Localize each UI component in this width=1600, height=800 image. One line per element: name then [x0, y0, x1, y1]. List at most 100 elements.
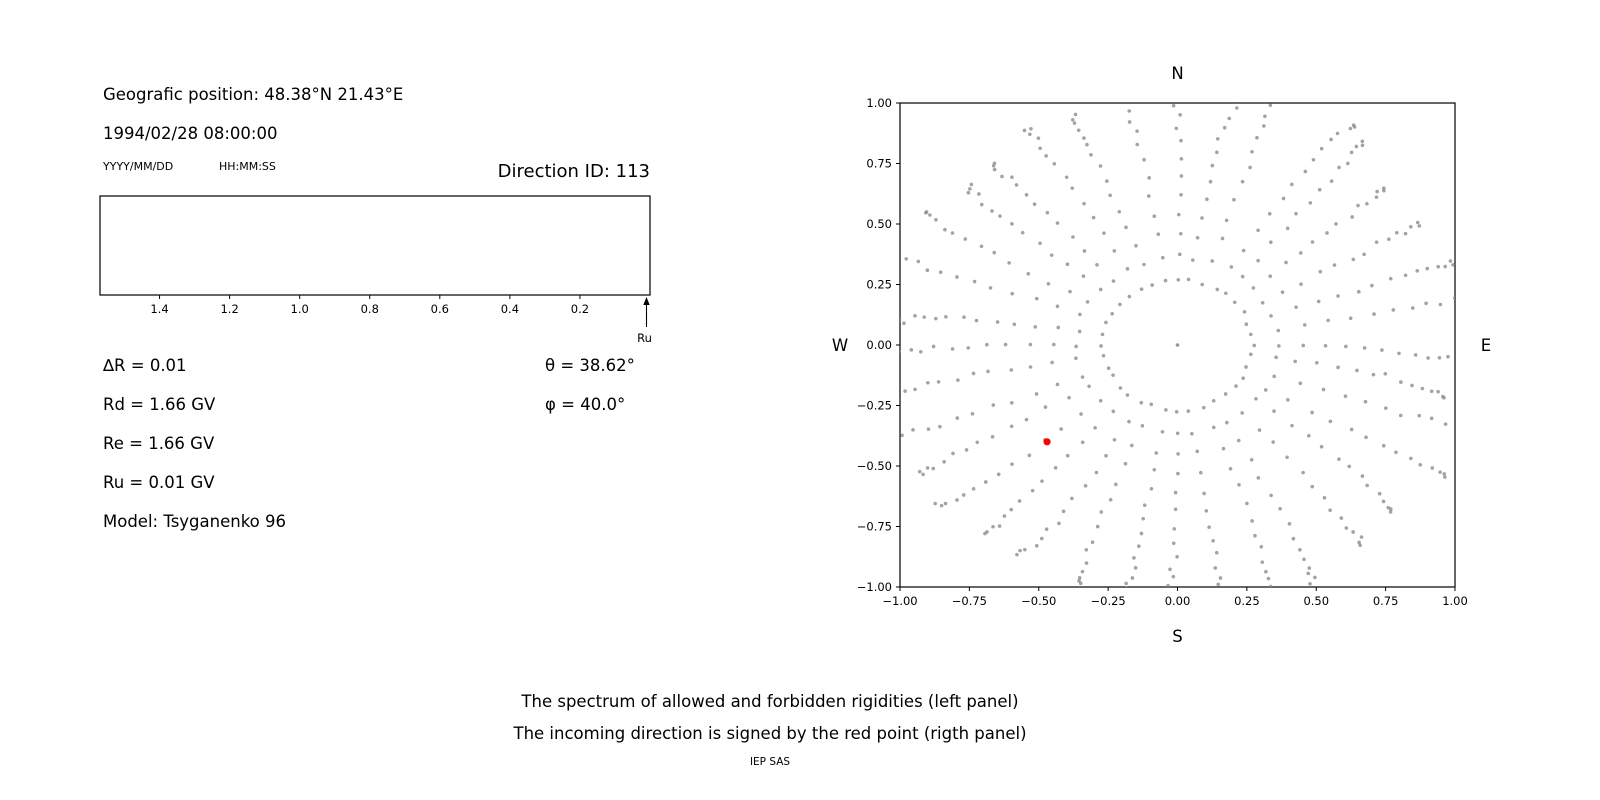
direction-dot [1328, 419, 1333, 424]
rigidity-spectrum-plot: 1.4 1.2 1.0 0.8 0.6 0.4 0.2 Ru [99, 195, 652, 345]
direction-dot [1190, 431, 1194, 436]
phi-label: φ = 40.0° [545, 395, 626, 414]
direction-dot [1065, 262, 1070, 267]
direction-dot [1135, 142, 1140, 147]
direction-dot [1298, 251, 1303, 255]
spectrum-x-tick-label: 1.0 [291, 302, 309, 316]
direction-dot [1299, 282, 1303, 286]
direction-dot [1334, 222, 1338, 226]
direction-dot [1294, 211, 1298, 216]
ru-label: Ru = 0.01 GV [103, 473, 215, 492]
direction-dot [1044, 527, 1049, 531]
direction-dot [1375, 189, 1379, 194]
direction-dot [1269, 493, 1273, 498]
direction-dot [1191, 258, 1195, 262]
direction-dot [900, 433, 904, 438]
direction-dot [1237, 483, 1241, 487]
direction-dot [1384, 406, 1388, 410]
direction-dot [1259, 544, 1264, 549]
direction-dot [1344, 344, 1348, 349]
direction-dot [990, 435, 995, 439]
direction-dot [1175, 554, 1179, 559]
direction-dot [900, 398, 901, 400]
direction-dot [971, 487, 976, 491]
direction-dot [1245, 501, 1249, 506]
direction-dot [1360, 139, 1365, 144]
direction-x-tick-label: 0.75 [1373, 594, 1399, 608]
direction-dot [1070, 117, 1075, 122]
direction-dot [1149, 486, 1154, 491]
direction-dot [1150, 283, 1154, 287]
direction-dot [900, 350, 901, 353]
direction-dot [1430, 466, 1435, 470]
direction-dot [1374, 240, 1379, 244]
spectrum-x-tick-label: 0.4 [501, 302, 519, 316]
direction-dot [1125, 586, 1128, 587]
direction-dot [1251, 286, 1256, 290]
direction-dot [1268, 584, 1273, 587]
direction-dot [1260, 301, 1265, 305]
direction-dot [1349, 427, 1354, 432]
model-label: Model: Tsyganenko 96 [103, 512, 287, 531]
direction-dot [918, 350, 923, 354]
direction-dot [1249, 352, 1253, 357]
direction-x-tick-label: −0.75 [952, 594, 987, 608]
direction-dot [1461, 361, 1465, 365]
direction-dot [1337, 457, 1341, 461]
direction-dot [1080, 375, 1085, 379]
direction-dot [1195, 449, 1200, 454]
direction-dot [1234, 384, 1238, 388]
direction-dot [1413, 353, 1418, 357]
direction-dot [1003, 342, 1008, 347]
direction-dot [1253, 533, 1257, 538]
direction-dot [963, 237, 968, 241]
direction-dot [1090, 540, 1095, 544]
direction-dot [962, 315, 966, 319]
direction-dot [1034, 296, 1039, 301]
direction-dot [1425, 266, 1430, 271]
caption-line1: The spectrum of allowed and forbidden ri… [521, 692, 1019, 711]
direction-dot [1108, 497, 1113, 502]
direction-dot [1106, 366, 1111, 370]
direction-dot [1127, 419, 1131, 424]
direction-dot [1164, 408, 1168, 412]
direction-dot [1287, 522, 1292, 526]
compass-north-label: N [1171, 64, 1183, 83]
direction-dot [925, 268, 930, 272]
direction-dot [1298, 548, 1302, 552]
direction-dot [977, 192, 981, 196]
direction-dot [1028, 132, 1032, 137]
direction-dot [1094, 470, 1099, 475]
direction-dot [928, 213, 932, 217]
direction-dot [1339, 516, 1344, 520]
ru-arrow-head-icon [643, 297, 650, 305]
direction-dot [1216, 582, 1221, 587]
direction-dot [1291, 536, 1296, 541]
direction-dot [1112, 437, 1117, 442]
direction-dot [1244, 322, 1249, 327]
direction-dot [1152, 467, 1157, 472]
direction-dot [1112, 249, 1117, 253]
direction-dot [1307, 566, 1312, 570]
direction-dot [972, 279, 977, 284]
direction-dot [1319, 444, 1324, 449]
ru-arrow-label: Ru [637, 331, 652, 345]
direction-dot [1210, 163, 1215, 168]
direction-dot [1377, 491, 1382, 496]
direction-dot [971, 371, 976, 376]
direction-dot [1211, 398, 1216, 403]
direction-dot [1108, 193, 1112, 198]
direction-dot [1269, 240, 1273, 245]
direction-dot [1394, 450, 1398, 455]
direction-dot [1268, 274, 1273, 279]
direction-dot [1012, 322, 1017, 327]
direction-dot [1009, 368, 1014, 372]
direction-dot [1171, 95, 1175, 99]
direction-dot [1223, 392, 1228, 396]
direction-dot [1173, 490, 1178, 495]
direction-y-tick-label: −0.50 [857, 459, 892, 473]
direction-dot [955, 416, 960, 420]
direction-dot [1215, 137, 1220, 141]
direction-dot [1030, 488, 1035, 493]
